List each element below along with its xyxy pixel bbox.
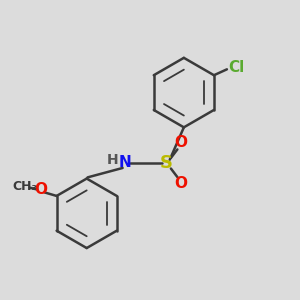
Text: O: O [174,176,187,191]
Text: N: N [118,154,131,169]
Text: CH₃: CH₃ [12,180,37,193]
Text: S: S [160,154,173,172]
Text: O: O [174,135,187,150]
Text: Cl: Cl [229,60,245,75]
Text: O: O [34,182,47,197]
Text: H: H [107,153,118,167]
